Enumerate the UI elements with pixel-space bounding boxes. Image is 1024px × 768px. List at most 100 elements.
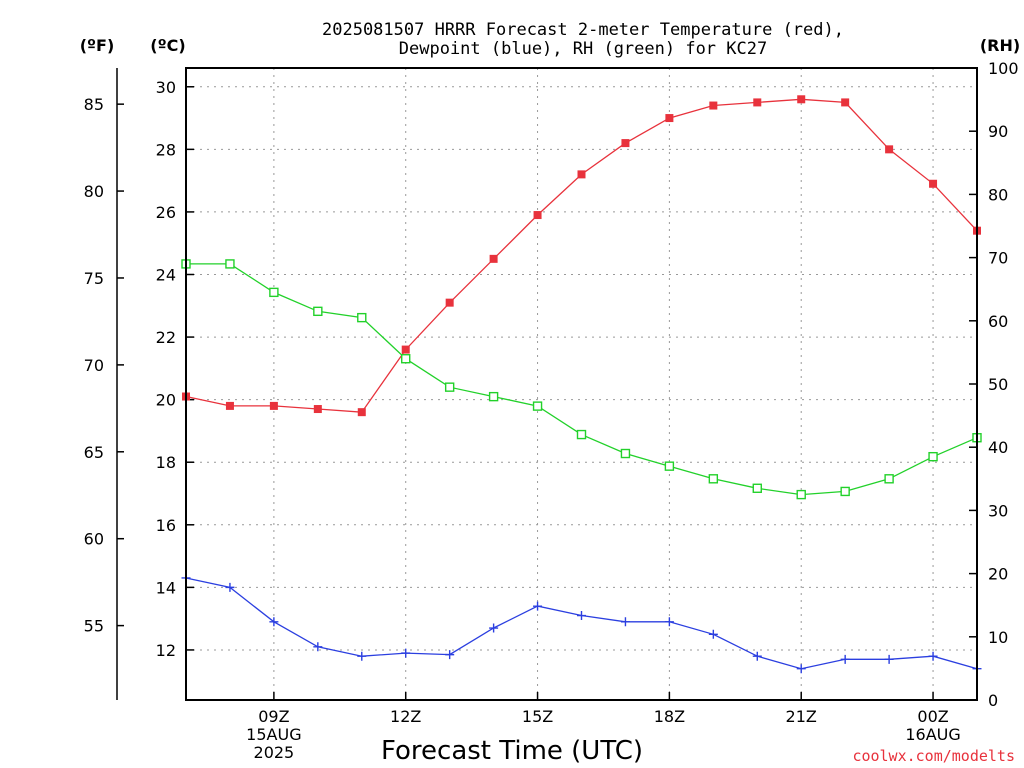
x-tick-label: 09Z	[258, 707, 289, 726]
temperature-point	[929, 179, 938, 188]
rh-point	[444, 382, 455, 392]
rh-point	[532, 401, 543, 411]
temperature-point	[665, 114, 674, 123]
rh-point	[840, 486, 850, 497]
fahrenheit-tick-label: 85	[84, 95, 104, 114]
rh-point	[796, 489, 806, 500]
rh-tick-label: 10	[988, 628, 1008, 647]
fahrenheit-tick-label: 75	[84, 269, 104, 288]
rh-point	[313, 306, 323, 317]
rh-axis-label: (RH)	[980, 36, 1020, 55]
dewpoint-point	[884, 654, 894, 664]
x-tick-label: 00Z	[917, 707, 948, 726]
temperature-point	[753, 98, 762, 107]
temperature-point	[357, 408, 366, 417]
celsius-tick-labels: 12 14 16 18 20 22 24 26 28 30	[156, 78, 194, 660]
dewpoint-line	[185, 577, 978, 670]
fahrenheit-tick-label: 60	[84, 530, 104, 549]
celsius-tick-label: 26	[156, 203, 176, 222]
plot-frame	[185, 67, 978, 701]
temperature-point	[577, 170, 586, 179]
dewpoint-point	[577, 611, 586, 621]
rh-tick-label: 20	[988, 565, 1008, 584]
x-tick-label: 15AUG	[246, 725, 301, 744]
rh-tick-label: 50	[988, 375, 1008, 394]
dewpoint-point	[313, 642, 323, 652]
x-axis-label: Forecast Time (UTC)	[381, 736, 643, 766]
rh-point	[357, 312, 367, 323]
fahrenheit-axis-label: (ºF)	[80, 36, 115, 55]
temperature-point	[621, 139, 630, 148]
celsius-tick-label: 14	[156, 578, 176, 597]
celsius-tick-label: 18	[156, 453, 176, 472]
rh-point	[664, 461, 675, 471]
temperature-point	[841, 98, 850, 107]
temperature-point	[797, 95, 806, 104]
dewpoint-point	[928, 651, 938, 661]
series-rh	[181, 259, 982, 500]
temperature-point	[533, 211, 542, 220]
temperature-point	[225, 401, 234, 410]
temperature-point	[709, 101, 718, 110]
dewpoint-point	[796, 664, 806, 674]
dewpoint-point	[357, 651, 367, 661]
celsius-tick-label: 20	[156, 391, 176, 410]
rh-tick-label: 90	[988, 122, 1008, 141]
celsius-tick-label: 30	[156, 78, 176, 97]
rh-tick-label: 70	[988, 249, 1008, 268]
dewpoint-point	[401, 648, 411, 658]
dewpoint-point	[533, 601, 543, 611]
series-temperature	[182, 95, 981, 417]
dewpoint-point	[664, 617, 674, 627]
x-tick-label: 21Z	[786, 707, 817, 726]
x-tick-label: 12Z	[390, 707, 421, 726]
temperature-point	[313, 405, 322, 414]
temperature-point	[269, 401, 278, 410]
celsius-tick-label: 28	[156, 140, 176, 159]
celsius-tick-label: 22	[156, 328, 176, 347]
rh-point	[928, 451, 938, 462]
celsius-axis-label: (ºC)	[150, 36, 185, 55]
temperature-point	[445, 298, 454, 307]
source-credit: coolwx.com/modelts	[852, 747, 1015, 765]
chart-title-line-2: Dewpoint (blue), RH (green) for KC27	[399, 39, 767, 59]
dewpoint-point	[620, 617, 630, 627]
x-tick-label: 2025	[254, 743, 295, 762]
dewpoint-point	[752, 651, 762, 661]
rh-tick-label: 0	[988, 691, 998, 710]
rh-point	[576, 429, 587, 440]
rh-tick-label: 100	[988, 59, 1019, 78]
celsius-tick-label: 16	[156, 516, 176, 535]
fahrenheit-axis: 55 60 65 70 75 80 85	[84, 68, 124, 700]
rh-point	[620, 448, 631, 459]
rh-point	[488, 391, 499, 402]
grid-lines	[186, 68, 977, 700]
dewpoint-point	[489, 623, 499, 633]
celsius-tick-label: 24	[156, 265, 176, 284]
rh-tick-label: 30	[988, 501, 1008, 520]
temperature-line	[185, 98, 978, 413]
series-dewpoint	[181, 573, 982, 674]
rh-line	[186, 263, 978, 496]
rh-point	[225, 259, 235, 269]
fahrenheit-tick-label: 80	[84, 182, 104, 201]
dewpoint-point	[225, 582, 235, 592]
rh-point	[752, 483, 762, 493]
temperature-point	[885, 145, 894, 154]
temperature-point	[401, 345, 410, 354]
fahrenheit-tick-label: 65	[84, 443, 104, 462]
rh-tick-label: 80	[988, 185, 1008, 204]
fahrenheit-tick-label: 55	[84, 617, 104, 636]
rh-point	[708, 474, 719, 484]
rh-point	[401, 354, 411, 364]
rh-tick-label: 60	[988, 312, 1008, 331]
x-tick-label: 16AUG	[905, 725, 960, 744]
rh-point	[269, 287, 279, 298]
dewpoint-point	[445, 650, 455, 660]
dewpoint-point	[269, 617, 279, 627]
fahrenheit-tick-label: 70	[84, 356, 104, 375]
celsius-tick-label: 12	[156, 641, 176, 660]
x-tick-label: 15Z	[522, 707, 553, 726]
